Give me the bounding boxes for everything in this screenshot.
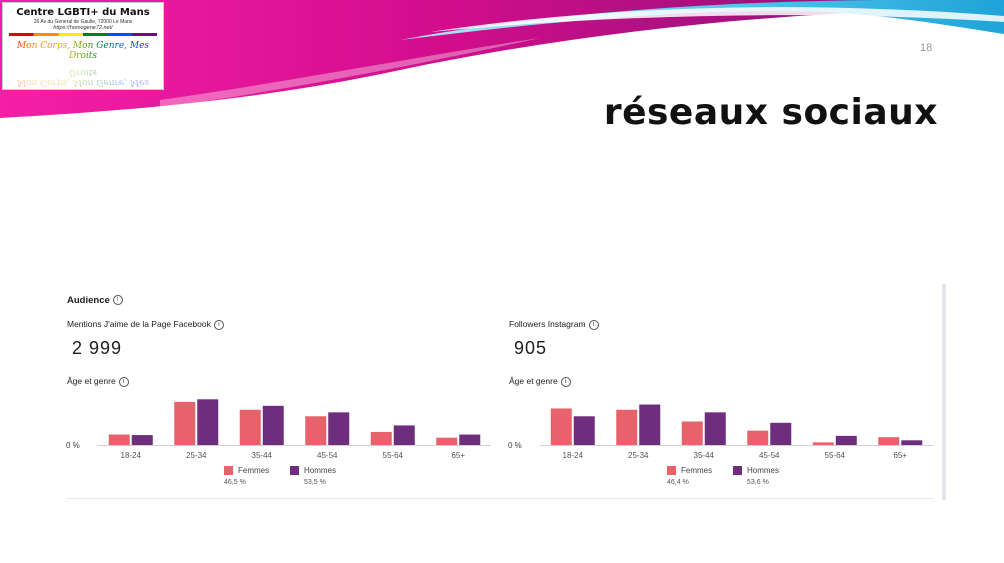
audience-heading: Audience i [67,295,123,306]
bar-femmes-55-64 [812,442,834,445]
panel-scrollbar[interactable] [942,284,946,500]
instagram-followers-value: 905 [514,338,548,358]
facebook-age-gender-chart: 0 % 18-24 25-34 35-44 45-54 55-64 65+ [66,399,491,460]
logo-rainbow-bar [9,33,157,36]
panel-divider [66,498,934,499]
x-tick-label: 65+ [451,451,465,460]
bar-femmes-25-34 [174,401,196,445]
info-icon[interactable]: i [588,319,599,330]
x-tick-label: 35-44 [252,451,273,460]
legend-share-hommes: 53,5 % [304,479,326,486]
y-tick-label: 0 % [66,441,80,450]
bar-hommes-18-24 [131,435,153,445]
logo-slogan-reflection: Mon Corps, Mon Genre, Mes Droits [3,67,163,87]
organization-logo: Centre LGBTI+ du Mans 26 Av du General d… [2,2,164,90]
bar-hommes-25-34 [197,399,219,445]
bar-femmes-35-44 [239,409,261,445]
logo-url: https://homogene72.net/ [53,25,113,31]
legend-share-femmes: 46,4 % [667,479,689,486]
x-tick-label: 18-24 [563,451,584,460]
logo-slogan: Mon Corps, Mon Genre, Mes Droits [3,41,163,61]
header-swoosh [0,0,1004,118]
x-tick-label: 45-54 [317,451,338,460]
x-tick-label: 25-34 [628,451,649,460]
legend-swatch-hommes [290,466,299,475]
instagram-followers-label: Followers Instagram i [509,319,599,330]
logo-address: 26 Av du General de Gaulle, 72000 Le Man… [33,19,133,25]
instagram-age-gender-label: Âge et genre i [509,376,571,387]
bar-femmes-65+ [436,437,458,445]
bar-femmes-45-54 [747,430,769,445]
info-icon[interactable]: i [560,376,571,387]
facebook-age-gender-label: Âge et genre i [67,376,129,387]
bar-femmes-25-34 [616,409,638,445]
instagram-age-gender-chart: 0 % 18-24 25-34 35-44 45-54 55-64 65+ [508,404,933,460]
x-tick-label: 55-64 [383,451,404,460]
bar-hommes-55-64 [835,435,857,445]
bar-hommes-35-44 [262,405,284,445]
bar-femmes-35-44 [681,421,703,445]
facebook-likes-label: Mentions J'aime de la Page Facebook i [67,319,224,330]
facebook-likes-value: 2 999 [72,338,123,358]
bar-femmes-55-64 [370,431,392,445]
x-tick-label: 18-24 [121,451,142,460]
logo-org-name: Centre LGBTI+ du Mans [16,7,150,18]
legend-share-femmes: 46,5 % [224,479,246,486]
bar-femmes-18-24 [550,408,572,445]
legend-swatch-hommes [733,466,742,475]
bar-femmes-18-24 [108,434,130,445]
slide-number: 18 [920,42,933,54]
facebook-age-gender-text: Âge et genre [67,376,116,386]
bar-femmes-65+ [878,437,900,445]
x-tick-label: 25-34 [186,451,207,460]
bar-hommes-55-64 [393,425,415,445]
legend-label-hommes: Hommes [747,466,780,475]
bar-hommes-65+ [901,440,923,445]
x-tick-label: 35-44 [694,451,715,460]
legend-label-hommes: Hommes [304,466,337,475]
bar-hommes-25-34 [639,404,661,445]
legend-share-hommes: 53,6 % [747,479,769,486]
bar-hommes-65+ [459,434,481,445]
legend-swatch-femmes [224,466,233,475]
info-icon[interactable]: i [118,376,129,387]
instagram-followers-label-text: Followers Instagram [509,319,586,329]
bar-hommes-18-24 [573,416,595,445]
bar-hommes-45-54 [770,422,792,445]
bar-hommes-45-54 [328,412,350,445]
bar-hommes-35-44 [704,412,726,445]
legend-swatch-femmes [667,466,676,475]
x-tick-label: 45-54 [759,451,780,460]
facebook-likes-label-text: Mentions J'aime de la Page Facebook [67,319,211,329]
slide-title: réseaux sociaux [603,92,938,133]
y-tick-label: 0 % [508,441,522,450]
x-tick-label: 55-64 [825,451,846,460]
info-icon[interactable]: i [112,295,123,306]
legend-label-femmes: Femmes [238,466,270,475]
legend-label-femmes: Femmes [681,466,713,475]
x-tick-label: 65+ [893,451,907,460]
info-icon[interactable]: i [213,319,224,330]
audience-panel [58,286,946,500]
audience-title: Audience [67,295,110,306]
instagram-age-gender-text: Âge et genre [509,376,558,386]
bar-femmes-45-54 [305,416,327,445]
